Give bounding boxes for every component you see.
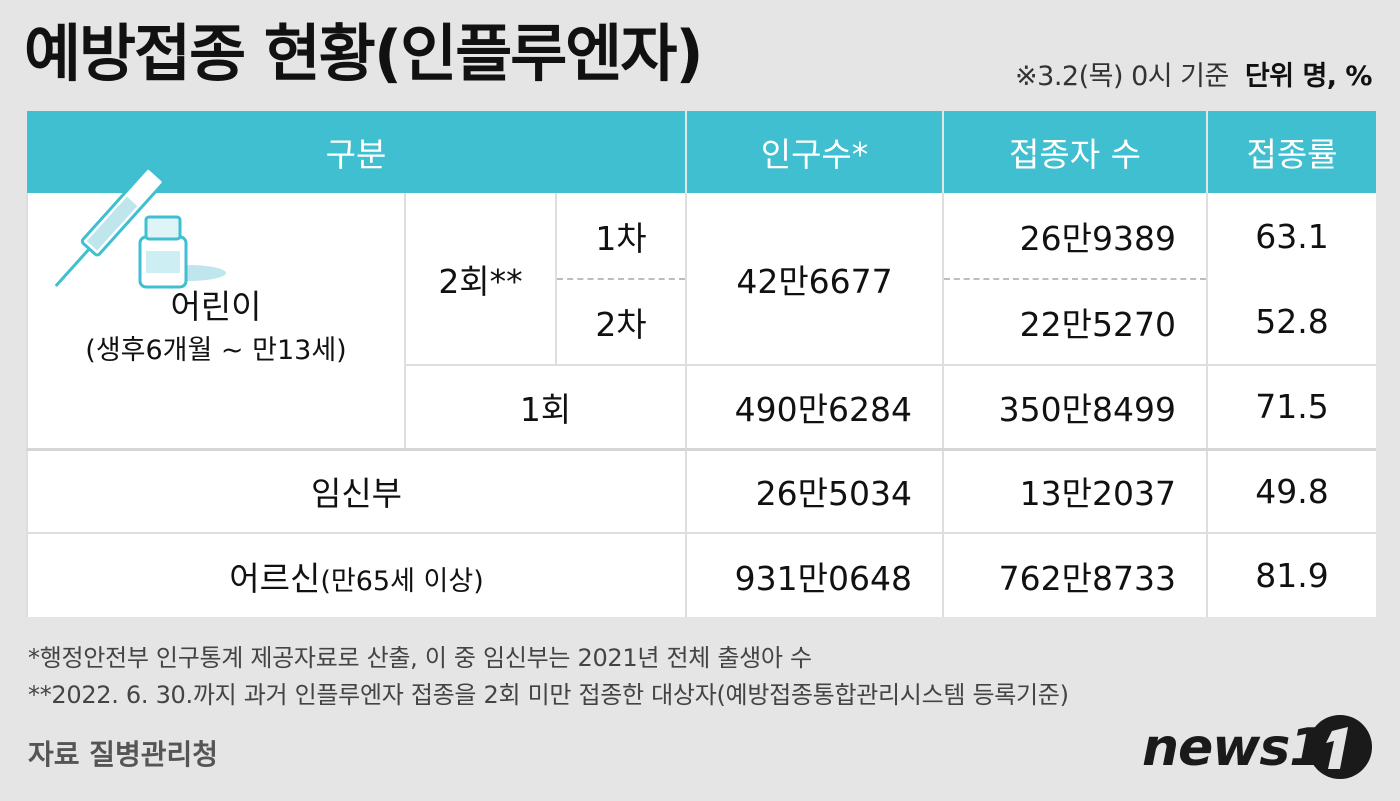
- one-dose-rate: 71.5: [1206, 364, 1376, 449]
- header-population: 인구수*: [685, 111, 943, 193]
- row-pregnant-label: 임신부: [26, 447, 686, 533]
- dose1-label: 1차: [555, 193, 686, 279]
- one-dose-population: 490만6284: [685, 364, 943, 449]
- row-elderly-label: 어르신: [229, 558, 321, 598]
- header-vaccinated: 접종자 수: [942, 111, 1207, 193]
- dose2-vaccinated: 22만5270: [942, 278, 1207, 365]
- header-rate: 접종률: [1206, 111, 1376, 193]
- row-children-sublabel: (생후6개월 ~ 만13세): [85, 335, 347, 366]
- basis-date: ※3.2(목) 0시 기준: [1015, 61, 1229, 92]
- news1-logo-text: news1: [1142, 718, 1324, 778]
- pregnant-rate: 49.8: [1206, 447, 1376, 533]
- source-label: 자료 질병관리청: [28, 738, 219, 771]
- row-elderly-sublabel: (만65세 이상): [320, 565, 484, 597]
- footnote-population: *행정안전부 인구통계 제공자료로 산출, 이 중 임신부는 2021년 전체 …: [28, 644, 812, 672]
- pregnant-population: 26만5034: [685, 447, 943, 533]
- elderly-rate: 81.9: [1206, 532, 1376, 617]
- one-dose-label: 1회: [404, 364, 686, 449]
- syringe-icon: [54, 151, 226, 289]
- two-dose-population: 42만6677: [685, 193, 943, 365]
- news1-logo: news1: [1142, 713, 1374, 783]
- dose2-rate: 52.8: [1206, 279, 1376, 365]
- vaccination-table: 구분 인구수* 접종자 수 접종률: [26, 111, 1376, 617]
- one-dose-vaccinated: 350만8499: [942, 364, 1207, 449]
- dose1-rate: 63.1: [1206, 193, 1376, 279]
- unit-note: 단위 명, %: [1244, 61, 1373, 92]
- row-elderly-label-cell: 어르신(만65세 이상): [26, 532, 686, 617]
- basis-note: ※3.2(목) 0시 기준 단위 명, %: [1015, 54, 1372, 93]
- dose1-vaccinated: 26만9389: [942, 193, 1207, 279]
- page-title: 예방접종 현황(인플루엔자): [24, 17, 704, 90]
- footnote-two-dose: **2022. 6. 30.까지 과거 인플루엔자 접종을 2회 미만 접종한 …: [28, 681, 1069, 709]
- row-children-label-cell: 어린이 (생후6개월 ~ 만13세): [26, 151, 405, 449]
- elderly-population: 931만0648: [685, 532, 943, 617]
- row-children-label: 어린이: [170, 287, 262, 326]
- pregnant-vaccinated: 13만2037: [942, 447, 1207, 533]
- dose2-label: 2차: [555, 278, 686, 365]
- two-dose-label: 2회**: [404, 193, 556, 365]
- elderly-vaccinated: 762만8733: [942, 532, 1207, 617]
- news1-logo-mark: news1: [1142, 715, 1372, 779]
